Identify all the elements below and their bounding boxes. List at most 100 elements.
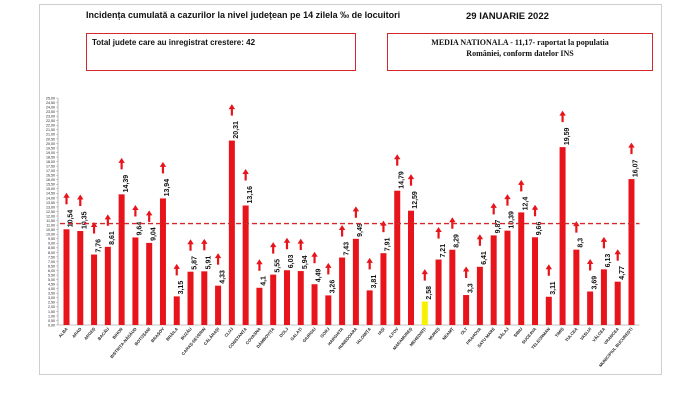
bar-value-label: 6,13 xyxy=(605,254,612,268)
bar-value-label: 9,66 xyxy=(536,222,543,236)
bar xyxy=(600,269,607,325)
rising-arrow-head xyxy=(283,237,291,243)
rising-arrow-head xyxy=(214,253,222,259)
bar xyxy=(532,237,539,325)
bar xyxy=(435,259,442,325)
category-label: BRAȘOV xyxy=(150,326,165,343)
bar xyxy=(587,291,594,325)
category-label: ARGEȘ xyxy=(83,326,97,341)
bar xyxy=(339,257,346,325)
bar-value-label: 3,11 xyxy=(550,281,557,294)
rising-arrow-head xyxy=(366,257,373,263)
y-tick-label: 15,50 xyxy=(46,183,55,187)
bar xyxy=(132,237,139,325)
rising-arrow-head xyxy=(600,236,608,242)
bar-value-label: 8,29 xyxy=(454,234,461,248)
rising-arrow-head xyxy=(63,192,70,198)
bar xyxy=(573,249,580,325)
bar xyxy=(297,271,304,325)
y-tick-label: 1,50 xyxy=(48,310,55,314)
y-tick-label: 4,00 xyxy=(48,287,55,291)
bar-value-label: 12,59 xyxy=(412,191,419,209)
bar-value-label: 4,33 xyxy=(219,270,226,284)
bar xyxy=(490,235,497,325)
bar-value-label: 2,58 xyxy=(426,286,433,300)
rising-arrow-head xyxy=(504,194,511,200)
bar-value-label: 16,07 xyxy=(633,159,640,177)
bar-value-label: 5,91 xyxy=(206,256,213,270)
rising-arrow-head xyxy=(173,263,180,269)
y-tick-label: 17,00 xyxy=(46,169,55,173)
y-tick-label: 4,50 xyxy=(48,283,55,287)
bar-value-label: 19,59 xyxy=(564,127,571,145)
bar-value-label: 10,39 xyxy=(509,211,516,229)
category-label: DOLJ xyxy=(278,326,289,338)
y-tick-label: 0,00 xyxy=(48,323,55,327)
y-tick-label: 12,50 xyxy=(46,210,55,214)
rising-arrow-head xyxy=(559,110,566,116)
rising-arrow-head xyxy=(77,194,84,200)
bar xyxy=(408,210,414,325)
y-tick-label: 20,50 xyxy=(46,137,55,141)
bar-value-label: 10,54 xyxy=(68,210,75,228)
rising-arrow-head xyxy=(145,210,153,216)
bar-value-label: 14,79 xyxy=(398,171,405,189)
bar-value-label: 7,21 xyxy=(440,244,447,258)
rising-arrow-head xyxy=(104,214,112,220)
y-tick-label: 3,00 xyxy=(48,296,55,300)
bar xyxy=(559,147,566,325)
bar xyxy=(421,301,428,325)
y-tick-label: 10,50 xyxy=(46,228,55,232)
bar-value-label: 9,49 xyxy=(357,223,364,237)
category-label: NEAMȚ xyxy=(441,326,455,341)
category-label: SĂLAJ xyxy=(497,326,510,340)
bar xyxy=(159,198,166,325)
bar-value-label: 14,39 xyxy=(123,175,130,193)
y-tick-label: 5,50 xyxy=(48,273,55,277)
y-tick-label: 8,00 xyxy=(48,251,55,255)
summary-text: Total judete care au inregistrat crester… xyxy=(92,38,256,47)
y-tick-label: 7,00 xyxy=(48,260,55,264)
y-tick-label: 11,50 xyxy=(46,219,55,223)
rising-arrow-head xyxy=(435,227,442,233)
y-tick-label: 9,00 xyxy=(48,242,55,246)
y-tick-label: 14,50 xyxy=(46,192,55,196)
rising-arrow-head xyxy=(159,161,167,167)
bar xyxy=(476,266,483,325)
rising-arrow-head xyxy=(90,222,98,228)
chart-title: Incidența cumulată a cazurilor la nivel … xyxy=(86,10,401,20)
rising-arrow-head xyxy=(476,234,484,240)
y-tick-label: 6,00 xyxy=(48,269,55,273)
category-label: VASLUI xyxy=(579,326,593,341)
y-tick-label: 14,00 xyxy=(46,196,55,200)
category-label: SIBIU xyxy=(512,326,523,338)
category-label: BIHOR xyxy=(111,326,124,340)
y-tick-label: 16,00 xyxy=(46,178,55,182)
rising-arrow-head xyxy=(228,104,236,110)
y-tick-label: 13,50 xyxy=(46,201,55,205)
bar xyxy=(394,190,401,325)
rising-arrow-head xyxy=(490,202,497,208)
rising-arrow-head xyxy=(545,264,552,270)
rising-arrow-head xyxy=(407,174,415,180)
bar-value-label: 9,04 xyxy=(150,227,157,241)
bar xyxy=(187,271,194,325)
bar-value-label: 6,03 xyxy=(288,255,295,269)
bar xyxy=(628,179,635,325)
bar-value-label: 3,69 xyxy=(591,276,598,290)
rising-arrow-head xyxy=(531,204,539,210)
y-tick-label: 9,50 xyxy=(48,237,55,241)
category-label: BRĂILA xyxy=(165,326,179,341)
category-label: ILFOV xyxy=(388,326,400,339)
rising-arrow-head xyxy=(586,258,594,264)
category-label: IAȘI xyxy=(377,326,386,335)
rising-arrow-head xyxy=(297,238,304,244)
rising-arrow-head xyxy=(449,217,456,223)
bar xyxy=(325,295,332,325)
rising-arrow-head xyxy=(311,251,318,257)
y-tick-label: 20,00 xyxy=(46,142,55,146)
y-tick-label: 18,50 xyxy=(46,155,55,159)
report-date: 29 IANUARIE 2022 xyxy=(466,11,549,22)
y-tick-label: 1,00 xyxy=(48,314,55,318)
